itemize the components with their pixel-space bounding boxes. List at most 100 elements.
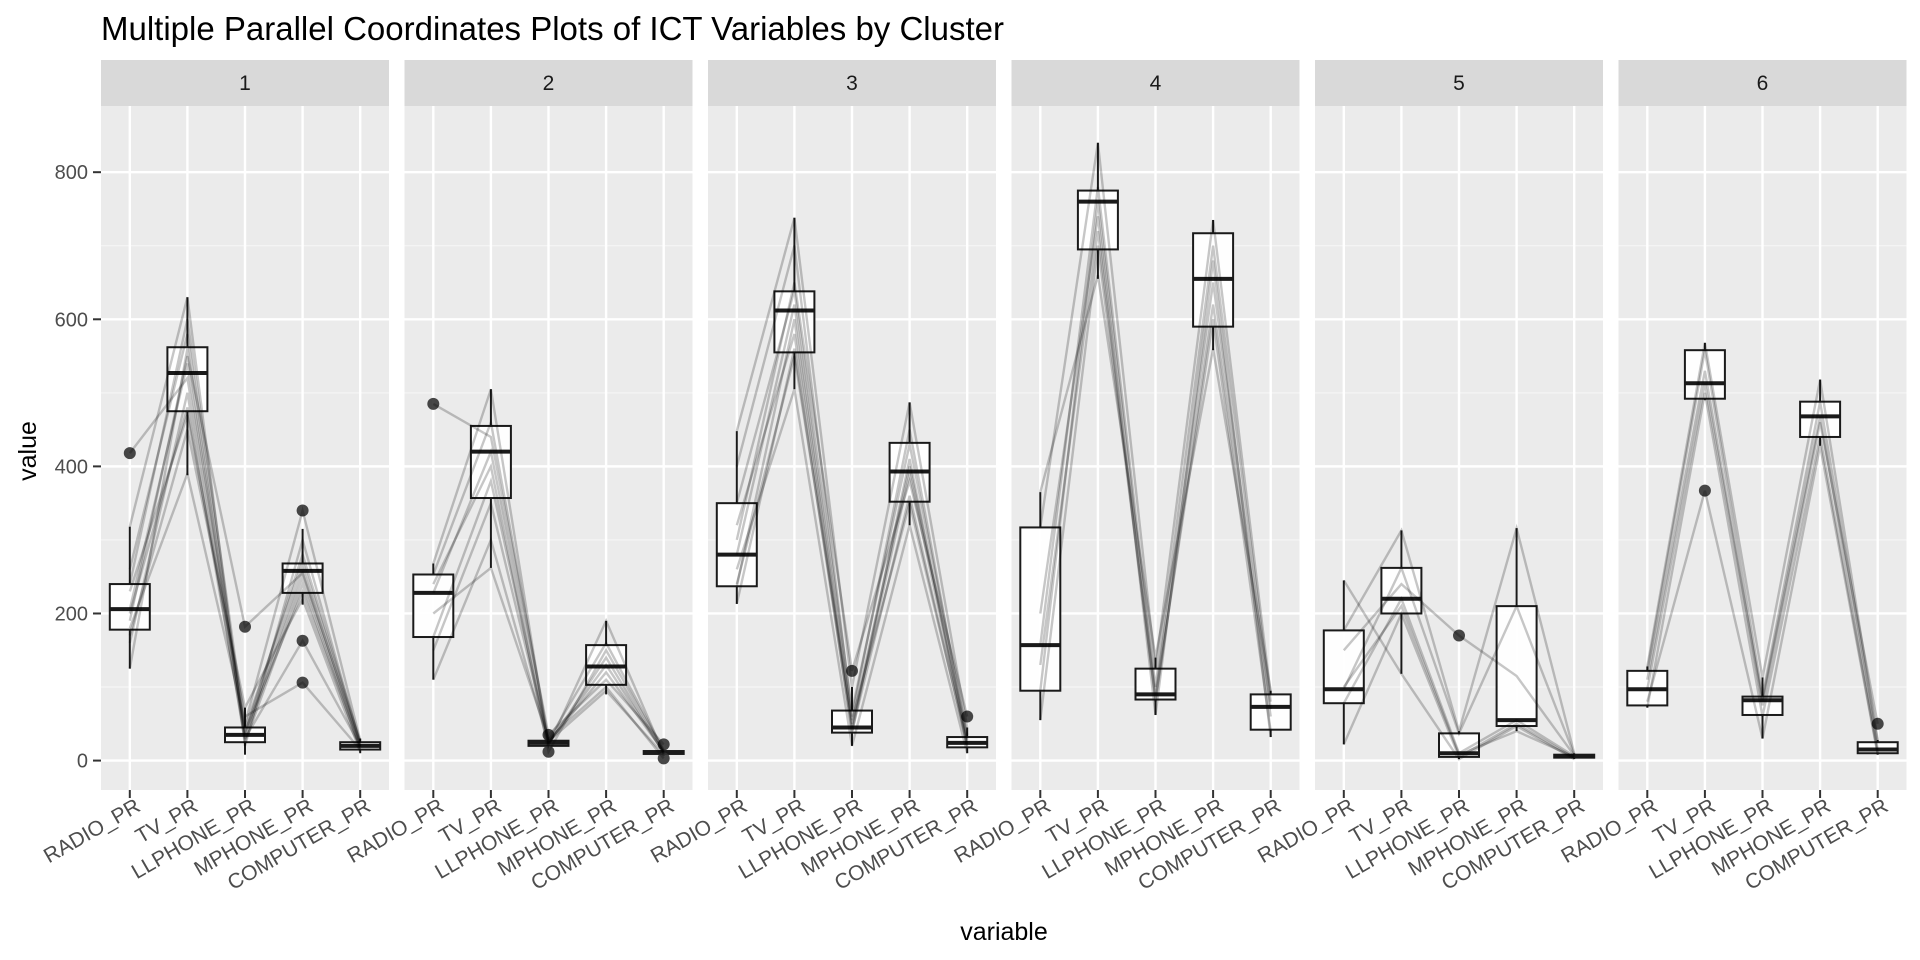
parallel-lines bbox=[432, 388, 665, 760]
box-iqr bbox=[1249, 693, 1292, 731]
y-tick-label: 800 bbox=[55, 162, 88, 184]
parallel-line bbox=[735, 355, 969, 745]
box-iqr bbox=[1799, 400, 1842, 438]
box-outlier bbox=[296, 634, 309, 647]
parallel-line bbox=[1646, 342, 1879, 741]
boxplot-RADIO_PR bbox=[1322, 580, 1365, 745]
y-tick-label: 600 bbox=[55, 309, 88, 331]
box-outlier bbox=[961, 710, 974, 723]
boxplot-MPHONE_PR bbox=[281, 504, 324, 689]
panel-6: 6RADIO_PRTV_PRLLPHONE_PRMPHONE_PRCOMPUTE… bbox=[1557, 60, 1907, 895]
parallel-line bbox=[735, 304, 969, 739]
panel-strip-label: 6 bbox=[1757, 72, 1769, 95]
box-iqr bbox=[469, 424, 512, 500]
panel-strip bbox=[1618, 60, 1907, 106]
boxplot-COMPUTER_PR bbox=[946, 710, 989, 754]
boxplot-COMPUTER_PR bbox=[1856, 717, 1899, 755]
parallel-line bbox=[432, 388, 665, 755]
parallel-line bbox=[1646, 383, 1879, 750]
box-iqr bbox=[108, 583, 151, 631]
box-outlier bbox=[123, 447, 136, 460]
panel-strip bbox=[708, 60, 996, 106]
parallel-line bbox=[128, 469, 362, 741]
box-iqr bbox=[1683, 349, 1726, 400]
parallel-line bbox=[1342, 564, 1576, 756]
parallel-line bbox=[735, 333, 969, 748]
boxplot-TV_PR bbox=[469, 389, 512, 568]
x-axis-title: variable bbox=[960, 918, 1048, 946]
box-outlier bbox=[542, 728, 555, 741]
parallel-line bbox=[1342, 610, 1575, 759]
parallel-line bbox=[128, 407, 362, 747]
parallel-line bbox=[735, 388, 969, 754]
parallel-line bbox=[128, 348, 362, 748]
parallel-line bbox=[1342, 582, 1576, 757]
boxplot-LLPHONE_PR bbox=[1134, 657, 1177, 715]
box-iqr bbox=[281, 562, 324, 594]
boxplot-RADIO_PR bbox=[1019, 492, 1062, 721]
panel-2: 2RADIO_PRTV_PRLLPHONE_PRMPHONE_PRCOMPUTE… bbox=[343, 60, 693, 895]
parallel-line bbox=[1039, 216, 1272, 738]
parallel-line bbox=[1039, 142, 1272, 695]
box-outlier bbox=[657, 752, 670, 765]
parallel-line bbox=[735, 245, 969, 741]
boxplot-LLPHONE_PR bbox=[831, 664, 873, 746]
panel-strip-label: 5 bbox=[1453, 72, 1465, 95]
parallel-line bbox=[432, 536, 665, 754]
boxplot-COMPUTER_PR bbox=[1249, 690, 1292, 738]
parallel-line bbox=[735, 289, 969, 736]
boxplot-RADIO_PR bbox=[1626, 666, 1669, 708]
parallel-line bbox=[432, 417, 665, 751]
panel-strip-label: 4 bbox=[1150, 72, 1162, 95]
panel-strip bbox=[101, 60, 389, 106]
panels: 1RADIO_PRTV_PRLLPHONE_PRMPHONE_PRCOMPUTE… bbox=[40, 60, 1907, 895]
y-axis-title: value bbox=[14, 421, 42, 481]
box-iqr bbox=[715, 502, 758, 588]
boxplot-COMPUTER_PR bbox=[339, 738, 382, 754]
box-outlier bbox=[239, 620, 251, 633]
panel-strip-label: 1 bbox=[239, 72, 251, 95]
parallel-line bbox=[432, 447, 665, 754]
parallel-lines bbox=[1342, 523, 1576, 761]
box-iqr bbox=[1019, 526, 1062, 692]
parallel-line bbox=[735, 348, 969, 747]
boxplot-TV_PR bbox=[1380, 530, 1423, 674]
box-outlier bbox=[657, 738, 670, 751]
boxplot-MPHONE_PR bbox=[1192, 220, 1235, 351]
panel-strip bbox=[404, 60, 693, 106]
boxplot-RADIO_PR bbox=[108, 447, 151, 669]
box-outlier bbox=[1871, 717, 1884, 730]
parallel-line bbox=[1039, 186, 1272, 702]
parallel-line bbox=[432, 476, 665, 753]
parallel-line bbox=[1039, 230, 1272, 717]
boxplot-RADIO_PR bbox=[715, 431, 758, 604]
parallel-lines bbox=[735, 217, 969, 754]
box-iqr bbox=[1438, 732, 1480, 758]
parallel-line bbox=[128, 333, 362, 742]
parallel-line bbox=[1646, 392, 1879, 754]
box-iqr bbox=[773, 290, 816, 354]
panel-4: 4RADIO_PRTV_PRLLPHONE_PRMPHONE_PRCOMPUTE… bbox=[950, 60, 1300, 895]
box-iqr bbox=[1495, 605, 1538, 728]
boxplot-MPHONE_PR bbox=[585, 620, 628, 695]
parallel-line bbox=[128, 363, 362, 747]
parallel-line bbox=[1342, 579, 1575, 761]
box-iqr bbox=[1380, 566, 1423, 615]
panel-strip bbox=[1315, 60, 1603, 106]
box-outlier bbox=[1453, 629, 1465, 642]
parallel-line bbox=[1039, 274, 1272, 691]
parallel-line bbox=[128, 355, 362, 744]
panel-strip-label: 2 bbox=[543, 72, 555, 95]
parallel-lines bbox=[1646, 342, 1879, 755]
boxplot-MPHONE_PR bbox=[1799, 379, 1842, 446]
parallel-lines bbox=[1039, 142, 1272, 738]
box-outlier bbox=[296, 504, 309, 517]
parallel-line bbox=[128, 296, 362, 747]
parallel-line bbox=[1039, 201, 1272, 710]
boxplot-TV_PR bbox=[773, 217, 816, 390]
parallel-line bbox=[432, 462, 665, 756]
boxplot-RADIO_PR bbox=[412, 397, 455, 680]
panel-3: 3RADIO_PRTV_PRLLPHONE_PRMPHONE_PRCOMPUTE… bbox=[647, 60, 996, 895]
x-tick-label: RADIO_PR bbox=[40, 794, 144, 868]
